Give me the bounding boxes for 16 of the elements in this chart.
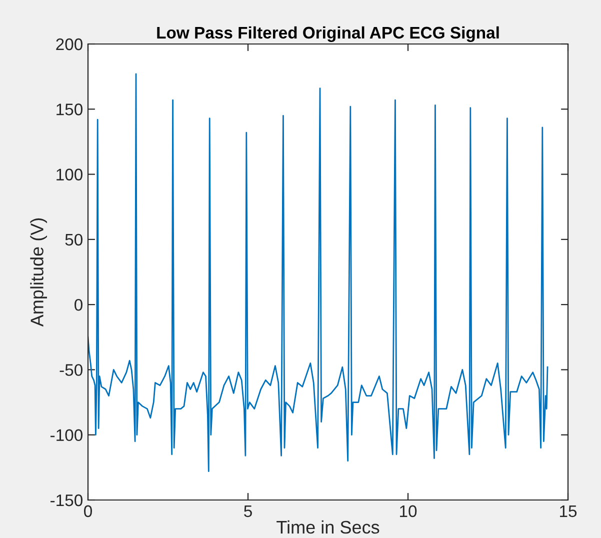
- line-series: [88, 73, 548, 472]
- y-tick-label: 200: [56, 38, 82, 50]
- x-tick-label: 5: [244, 505, 252, 518]
- x-tick-label: 15: [560, 505, 577, 518]
- y-tick-label: 50: [65, 234, 82, 246]
- y-tick-label: -150: [50, 494, 82, 506]
- y-tick-label: -50: [60, 364, 82, 376]
- y-tick-label: 0: [74, 298, 82, 311]
- x-tick-label: 10: [400, 505, 417, 518]
- y-tick-label: 150: [56, 104, 82, 116]
- x-tick-label: 0: [84, 505, 92, 518]
- y-axis-title: Amplitude (V): [30, 218, 48, 327]
- y-tick-label: 100: [56, 168, 82, 180]
- chart-title: Low Pass Filtered Original APC ECG Signal: [157, 26, 499, 42]
- y-tick-label: -100: [50, 429, 82, 442]
- x-axis-title: Time in Secs: [276, 520, 380, 534]
